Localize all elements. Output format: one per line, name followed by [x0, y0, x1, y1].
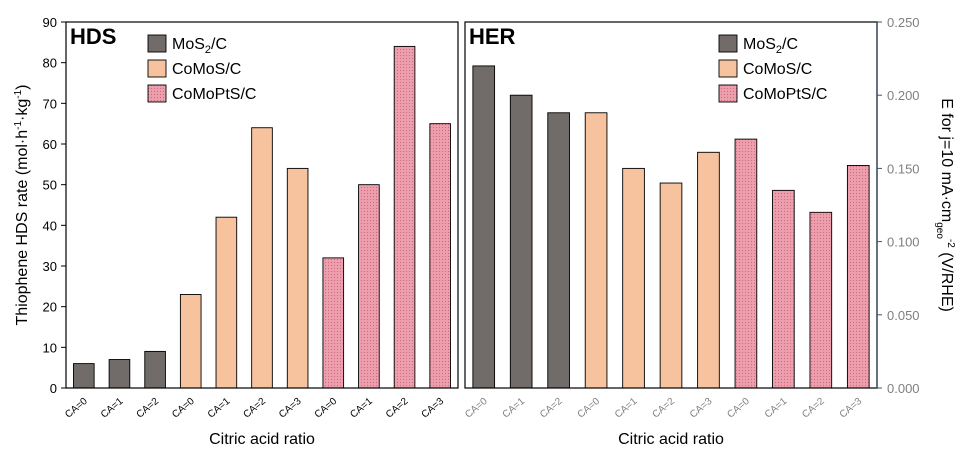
her-category-label: CA=1	[613, 396, 640, 421]
her-category-label: CA=0	[463, 396, 490, 421]
hds-category-label: CA=2	[384, 396, 411, 421]
her-y-ticks: 0.000 0.050 0.100 0.150 0.200 0.250	[877, 15, 920, 396]
hds-y-ticks: 0 10 20 30 40 50 60 70 80 90	[43, 15, 66, 396]
her-category-labels: CA=0 CA=1 CA=2 CA=0 CA=1 CA=2 CA=3 CA=0 CA=1 CA=2…	[463, 396, 864, 421]
hds-legend-swatch	[147, 84, 167, 103]
hds-category-label: CA=1	[348, 396, 375, 421]
her-bar	[809, 211, 833, 389]
her-legend-label: CoMoPtS/C	[743, 86, 827, 103]
hds-legend-swatch	[147, 34, 167, 53]
hds-bar	[322, 257, 345, 389]
her-category-label: CA=0	[576, 396, 603, 421]
hds-legend-label: MoS2/C	[172, 36, 227, 56]
her-bar	[584, 112, 608, 389]
hds-category-label: CA=2	[135, 396, 162, 421]
hds-y-axis-title: Thiophene HDS rate (mol·h-1·kg-1)	[13, 84, 31, 325]
hds-category-label: CA=0	[313, 396, 340, 421]
hds-category-label: CA=1	[99, 396, 126, 421]
her-bar	[622, 167, 645, 389]
her-y-tick-label: 0.000	[887, 381, 920, 396]
hds-bars	[73, 45, 451, 389]
her-category-label: CA=3	[838, 396, 865, 421]
hds-legend-label: CoMoPtS/C	[172, 86, 256, 103]
hds-bar	[286, 167, 309, 389]
her-bar	[772, 189, 795, 389]
her-bar	[509, 94, 533, 389]
hds-y-tick-label: 40	[43, 218, 57, 233]
her-legend-swatch	[718, 84, 738, 103]
hds-bar	[393, 45, 416, 389]
hds-category-label: CA=2	[241, 396, 268, 421]
hds-y-tick-label: 50	[43, 178, 57, 193]
her-bars	[472, 65, 870, 389]
her-legend-swatch	[718, 34, 738, 53]
hds-plot-frame	[65, 21, 459, 389]
hds-category-label: CA=1	[206, 396, 233, 421]
hds-bar	[108, 359, 131, 389]
her-bar	[659, 182, 683, 389]
hds-category-label: CA=3	[420, 396, 447, 421]
her-legend-label: CoMoS/C	[743, 61, 812, 78]
hds-y-tick-label: 70	[43, 96, 57, 111]
hds-y-tick-label: 30	[43, 259, 57, 274]
hds-legend: MoS2/C CoMoS/C CoMoPtS/C	[147, 34, 256, 103]
her-category-label: CA=2	[538, 396, 565, 421]
hds-y-tick-label: 90	[43, 15, 57, 30]
her-bar	[547, 112, 570, 389]
her-category-label: CA=2	[650, 396, 677, 421]
her-y-tick-label: 0.200	[887, 88, 920, 103]
hds-y-tick-label: 80	[43, 56, 57, 71]
hds-y-tick-label: 60	[43, 137, 57, 152]
hds-y-tick-label: 20	[43, 300, 57, 315]
hds-bar	[215, 216, 238, 389]
her-category-label: CA=2	[800, 396, 827, 421]
her-y-axis-title: E for j=10 mA·cmgeo-2 (V/RHE)	[934, 98, 956, 312]
her-legend: MoS2/C CoMoS/C CoMoPtS/C	[718, 34, 827, 103]
hds-bar	[251, 127, 273, 389]
hds-legend-swatch	[147, 59, 167, 78]
her-bar	[697, 151, 720, 389]
hds-legend-label: CoMoS/C	[172, 61, 241, 78]
hds-x-axis-title: Citric acid ratio	[209, 431, 315, 448]
her-y-tick-label: 0.250	[887, 15, 920, 30]
hds-y-tick-label: 0	[50, 381, 57, 396]
her-bar	[472, 65, 496, 389]
hds-panel-title: HDS	[70, 24, 116, 49]
her-legend-swatch	[718, 59, 738, 78]
hds-bar	[179, 294, 202, 389]
her-bar	[734, 138, 758, 389]
her-x-axis-title: Citric acid ratio	[618, 431, 724, 448]
her-category-label: CA=3	[688, 396, 715, 421]
her-category-label: CA=1	[501, 396, 528, 421]
hds-bar	[73, 363, 95, 389]
hds-category-label: CA=0	[63, 396, 90, 421]
her-category-label: CA=0	[725, 396, 752, 421]
her-y-tick-label: 0.100	[887, 235, 920, 250]
her-bar	[846, 165, 870, 389]
her-category-label: CA=1	[763, 396, 790, 421]
hds-bar	[429, 123, 451, 389]
her-panel-title: HER	[469, 24, 516, 49]
hds-bar	[358, 184, 380, 389]
hds-category-label: CA=0	[170, 396, 197, 421]
her-legend-label: MoS2/C	[743, 36, 798, 56]
hds-category-labels: CA=0 CA=1 CA=2 CA=0 CA=1 CA=2 CA=3 CA=0 CA=1 CA=2…	[63, 396, 446, 421]
her-y-tick-label: 0.150	[887, 161, 920, 176]
her-y-tick-label: 0.050	[887, 308, 920, 323]
hds-bar	[144, 350, 166, 389]
hds-y-tick-label: 10	[43, 340, 57, 355]
hds-category-label: CA=3	[277, 396, 304, 421]
